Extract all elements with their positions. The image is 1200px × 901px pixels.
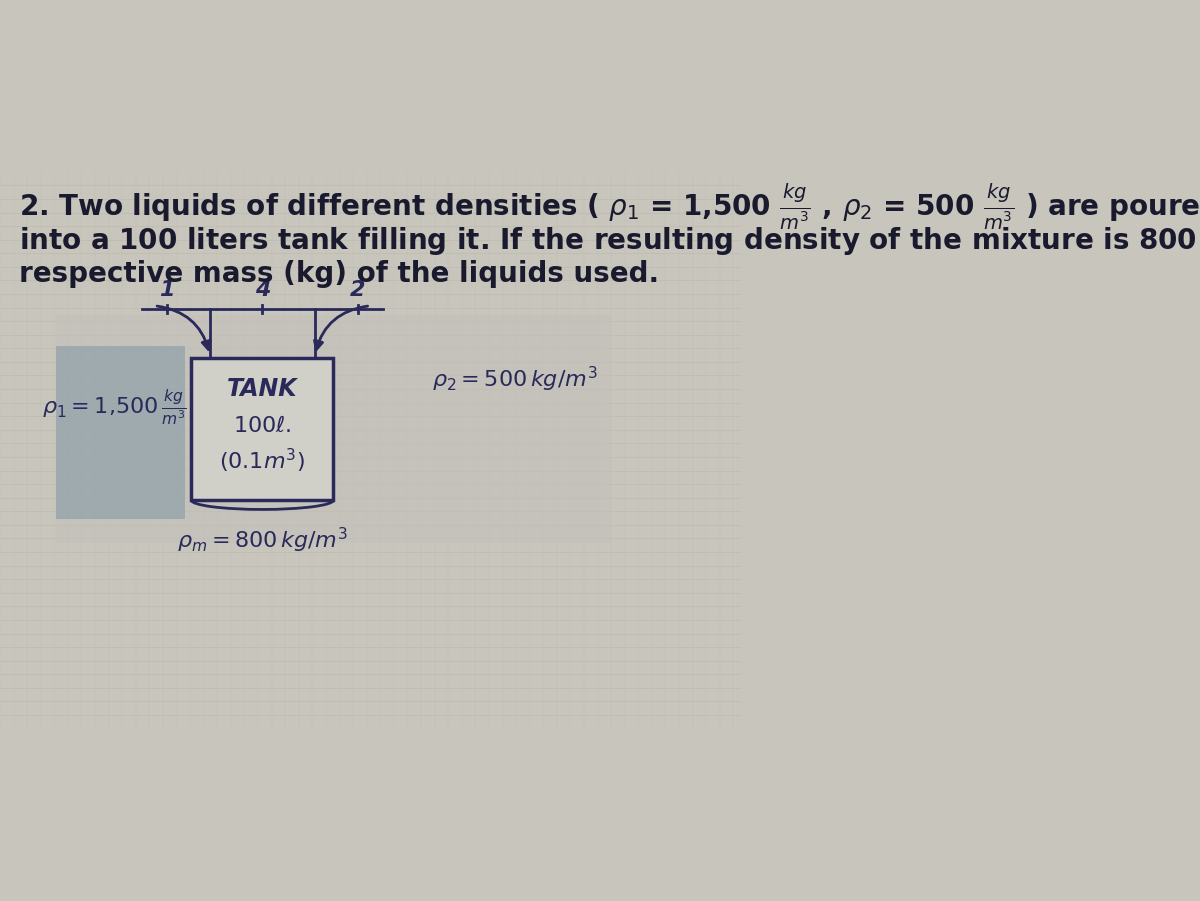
Text: $100\ell.$: $100\ell.$ — [233, 416, 292, 436]
Text: $\rho_1 = 1{,}500\,\frac{kg}{m^3}$: $\rho_1 = 1{,}500\,\frac{kg}{m^3}$ — [42, 387, 186, 428]
Text: TANK: TANK — [227, 378, 298, 402]
Bar — [55, 315, 611, 543]
Text: 2: 2 — [350, 280, 366, 300]
Text: $\rho_m = 800\,kg/m^3$: $\rho_m = 800\,kg/m^3$ — [176, 525, 348, 555]
Text: respective mass (kg) of the liquids used.: respective mass (kg) of the liquids used… — [18, 259, 659, 287]
Text: $\rho_2 = 500\,kg/m^3$: $\rho_2 = 500\,kg/m^3$ — [432, 365, 598, 394]
Bar — [55, 346, 185, 519]
Text: 2. Two liquids of different densities ( $\rho_1$ = 1,500 $\frac{kg}{m^3}$ , $\rh: 2. Two liquids of different densities ( … — [18, 182, 1200, 232]
Text: $(0.1m^3)$: $(0.1m^3)$ — [220, 446, 305, 475]
Text: into a 100 liters tank filling it. If the resulting density of the mixture is 80: into a 100 liters tank filling it. If th… — [18, 215, 1200, 266]
Text: 4: 4 — [254, 280, 270, 300]
Text: 1: 1 — [158, 280, 174, 300]
Bar — [191, 359, 334, 500]
